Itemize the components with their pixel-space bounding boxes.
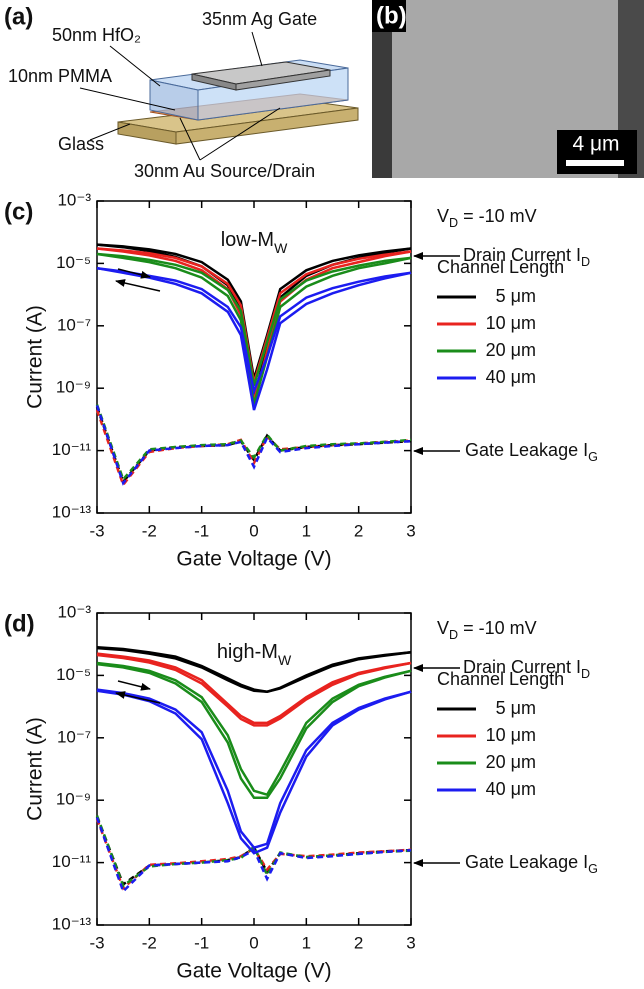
gate-leakage-line bbox=[95, 406, 412, 485]
curve-annotation-text: low-M bbox=[221, 229, 274, 251]
y-tick-label: 10⁻¹¹ bbox=[52, 852, 92, 871]
legend-label: 5 μm bbox=[496, 698, 536, 718]
sweep-arrow bbox=[115, 279, 161, 292]
gate-leakage-line bbox=[95, 404, 412, 482]
curve-annotation-sub: W bbox=[278, 652, 292, 668]
bias-condition-sub: D bbox=[449, 216, 458, 230]
x-tick-label: -1 bbox=[194, 933, 209, 952]
drain-current-line bbox=[96, 688, 412, 850]
x-tick-label: 2 bbox=[354, 521, 363, 540]
x-tick-label: 0 bbox=[249, 521, 258, 540]
y-tick-label: 10⁻⁹ bbox=[56, 790, 91, 809]
drain-current-line bbox=[96, 661, 412, 797]
curve-annotation-text: high-M bbox=[217, 641, 278, 663]
gate-leakage-line bbox=[95, 409, 412, 488]
y-tick-label: 10⁻³ bbox=[57, 602, 91, 621]
sem-image bbox=[372, 0, 644, 178]
panel-label: (c) bbox=[4, 198, 33, 225]
x-axis-label: Gate Voltage (V) bbox=[176, 548, 331, 571]
curve-annotation-sub: W bbox=[274, 240, 288, 256]
y-tick-label: 10⁻⁹ bbox=[56, 378, 91, 397]
layer-label: 10nm PMMA bbox=[8, 66, 112, 86]
gate-leakage-label: Gate Leakage IG bbox=[465, 440, 598, 465]
legend-label: 10 μm bbox=[486, 725, 536, 745]
legend-label: 10 μm bbox=[486, 313, 536, 333]
layer-label: 35nm Ag Gate bbox=[202, 9, 317, 29]
scale-bar-label: 4 μm bbox=[572, 133, 619, 156]
bias-condition-text: V bbox=[437, 206, 449, 226]
y-tick-label: 10⁻¹¹ bbox=[52, 440, 92, 459]
panel-label: (a) bbox=[4, 3, 33, 30]
y-tick-label: 10⁻³ bbox=[57, 190, 91, 209]
drain-current-reverse-line bbox=[96, 689, 412, 855]
gate-leakage-label-sub: G bbox=[588, 862, 598, 876]
gate-leakage-label-text: Gate Leakage I bbox=[465, 440, 588, 460]
sweep-arrow bbox=[117, 680, 151, 691]
drain-current-reverse-line bbox=[96, 266, 412, 411]
legend-title: Channel Length bbox=[437, 257, 564, 277]
drain-current-reverse-line bbox=[96, 662, 412, 799]
drain-current-label-sub: D bbox=[581, 255, 590, 269]
panel-label: (d) bbox=[4, 610, 35, 637]
x-tick-label: 2 bbox=[354, 933, 363, 952]
legend-label: 40 μm bbox=[486, 779, 536, 799]
x-tick-label: -3 bbox=[89, 521, 104, 540]
y-axis-label: Current (A) bbox=[24, 305, 47, 409]
bias-condition: VD = -10 mV bbox=[437, 206, 537, 231]
y-tick-label: 10⁻⁷ bbox=[57, 727, 91, 746]
drain-current-label-sub: D bbox=[581, 667, 590, 681]
legend-label: 20 μm bbox=[486, 752, 536, 772]
x-tick-label: -2 bbox=[142, 521, 157, 540]
x-tick-label: 0 bbox=[249, 933, 258, 952]
bias-condition-text: V bbox=[437, 618, 449, 638]
legend-label: 5 μm bbox=[496, 286, 536, 306]
legend-label: 20 μm bbox=[486, 340, 536, 360]
x-tick-label: -2 bbox=[142, 933, 157, 952]
curve-annotation: low-MW bbox=[221, 229, 288, 255]
curve-annotation: high-MW bbox=[217, 641, 292, 667]
bias-condition-rest: = -10 mV bbox=[458, 206, 537, 226]
device-schematic bbox=[79, 31, 359, 161]
drain-current-reverse-line bbox=[96, 653, 412, 727]
x-axis-label: Gate Voltage (V) bbox=[176, 960, 331, 983]
gate-leakage-label: Gate Leakage IG bbox=[465, 852, 598, 877]
y-tick-label: 10⁻¹³ bbox=[52, 914, 92, 933]
layer-label: 50nm HfO₂ bbox=[52, 25, 141, 45]
drain-current-label-text: Drain Current I bbox=[463, 657, 581, 677]
y-axis-label: Current (A) bbox=[24, 717, 47, 821]
x-tick-label: -3 bbox=[89, 933, 104, 952]
drain-current-line bbox=[96, 266, 412, 396]
drain-current-label: Drain Current ID bbox=[463, 245, 590, 270]
x-tick-label: 3 bbox=[406, 521, 415, 540]
sweep-arrow bbox=[117, 268, 151, 279]
sweep-arrow bbox=[115, 691, 161, 704]
layer-label: Glass bbox=[58, 134, 104, 154]
drain-current-label-text: Drain Current I bbox=[463, 245, 581, 265]
gate-leakage-line bbox=[95, 816, 412, 894]
bias-condition-rest: = -10 mV bbox=[458, 618, 537, 638]
bias-condition-sub: D bbox=[449, 628, 458, 642]
legend-title: Channel Length bbox=[437, 669, 564, 689]
drain-current-line bbox=[96, 247, 412, 384]
layer-label: 30nm Au Source/Drain bbox=[134, 161, 315, 181]
gate-leakage-label-sub: G bbox=[588, 450, 598, 464]
drain-current-label: Drain Current ID bbox=[463, 657, 590, 682]
y-tick-label: 10⁻⁵ bbox=[56, 253, 91, 272]
y-tick-label: 10⁻¹³ bbox=[52, 502, 92, 521]
y-tick-label: 10⁻⁷ bbox=[57, 315, 91, 334]
y-tick-label: 10⁻⁵ bbox=[56, 665, 91, 684]
x-tick-label: 1 bbox=[302, 933, 311, 952]
x-tick-label: -1 bbox=[194, 521, 209, 540]
gate-leakage-line bbox=[95, 405, 412, 486]
legend-label: 40 μm bbox=[486, 367, 536, 387]
panel-label: (b) bbox=[376, 2, 407, 29]
bias-condition: VD = -10 mV bbox=[437, 618, 537, 643]
x-tick-label: 3 bbox=[406, 933, 415, 952]
x-tick-label: 1 bbox=[302, 521, 311, 540]
gate-leakage-label-text: Gate Leakage I bbox=[465, 852, 588, 872]
drain-current-line bbox=[96, 652, 412, 725]
drain-current-reverse-line bbox=[96, 646, 412, 693]
